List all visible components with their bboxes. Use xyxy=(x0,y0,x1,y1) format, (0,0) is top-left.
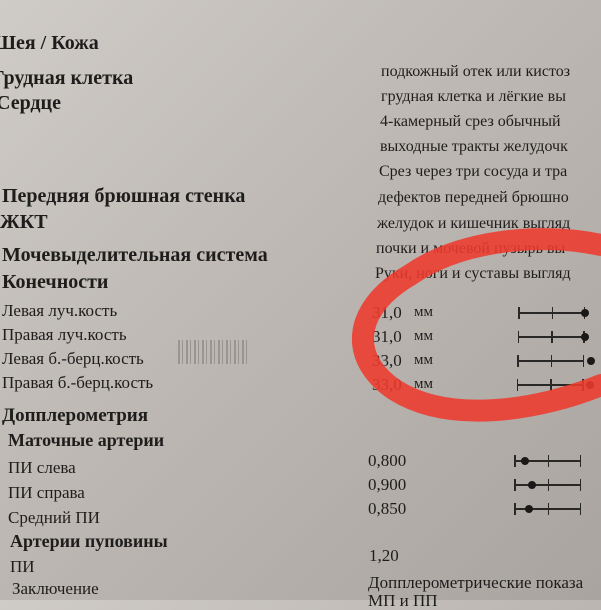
percentile-scale xyxy=(517,331,589,343)
marker-dot xyxy=(528,481,537,489)
conclusion-text: Допплерометрические показа xyxy=(368,573,584,592)
label-pi-right: ПИ справа xyxy=(8,483,85,502)
label-pi-left: ПИ слева xyxy=(8,458,76,477)
finding-text: выходные тракты желудочк xyxy=(380,138,568,155)
label-neck-skin: Шея / Кожа xyxy=(0,32,99,54)
label-limbs: Конечности xyxy=(2,271,109,293)
label-uterine-arteries: Маточные артерии xyxy=(8,430,165,450)
bone-length-value: 31,0 xyxy=(372,327,402,346)
percentile-scale xyxy=(517,355,595,367)
marker-dot xyxy=(580,333,589,341)
finding-text: желудок и кишечник выгляд xyxy=(377,215,571,232)
label-right-tibia: Правая б.-берц.кость xyxy=(2,373,154,392)
label-left-tibia: Левая б.-берц.кость xyxy=(2,349,144,368)
label-gi: ЖКТ xyxy=(0,211,48,233)
conclusion-text-2: МП и ПП xyxy=(368,591,438,610)
label-left-radius: Левая луч.кость xyxy=(2,301,118,320)
bone-length-value: 33,0 xyxy=(372,375,402,394)
bone-length-value: 33,0 xyxy=(372,351,402,370)
label-pi-mean: Средний ПИ xyxy=(8,508,100,527)
bone-length-unit: мм xyxy=(414,376,433,392)
bone-length-unit: мм xyxy=(414,352,433,368)
percentile-scale xyxy=(514,479,581,491)
doppler-pi-value: 0,800 xyxy=(368,451,407,470)
finding-text: почки и мочевой пузырь вы xyxy=(376,240,566,257)
finding-text: Срез через три сосуда и тра xyxy=(379,163,568,180)
bone-length-unit: мм xyxy=(414,328,433,344)
label-heart: Сердце xyxy=(0,92,61,114)
label-pi: ПИ xyxy=(10,557,35,576)
barcode-bleedthrough xyxy=(178,340,248,364)
marker-dot xyxy=(524,505,533,513)
label-umbilical-arteries: Артерии пуповины xyxy=(10,531,168,551)
umbilical-pi-value: 1,20 xyxy=(369,546,399,565)
marker-dot xyxy=(586,357,595,365)
bone-length-value: 31,0 xyxy=(372,303,402,322)
label-abdominal-wall: Передняя брюшная стенка xyxy=(2,185,246,207)
doppler-pi-value: 0,850 xyxy=(368,499,407,518)
percentile-scale xyxy=(514,455,581,467)
percentile-scale xyxy=(514,503,581,515)
marker-dot xyxy=(521,457,530,465)
label-urinary: Мочевыделительная система xyxy=(2,244,268,266)
percentile-scale xyxy=(516,379,595,391)
label-conclusion: Заключение xyxy=(12,579,99,598)
doppler-pi-value: 0,900 xyxy=(368,475,407,494)
finding-text: грудная клетка и лёгкие вы xyxy=(381,88,566,105)
bone-length-unit: мм xyxy=(414,304,433,320)
marker-dot xyxy=(581,309,589,317)
label-doppler: Допплерометрия xyxy=(2,405,148,426)
label-right-radius: Правая луч.кость xyxy=(2,325,127,344)
finding-text: Руки, ноги и суставы выгляд xyxy=(375,265,571,282)
percentile-scale xyxy=(518,307,589,319)
label-chest: Грудная клетка xyxy=(0,67,134,89)
finding-text: подкожный отек или кистоз xyxy=(381,63,571,80)
marker-dot xyxy=(586,381,595,389)
finding-text: дефектов передней брюшно xyxy=(378,189,569,206)
finding-text: 4-камерный срез обычный xyxy=(380,113,561,130)
